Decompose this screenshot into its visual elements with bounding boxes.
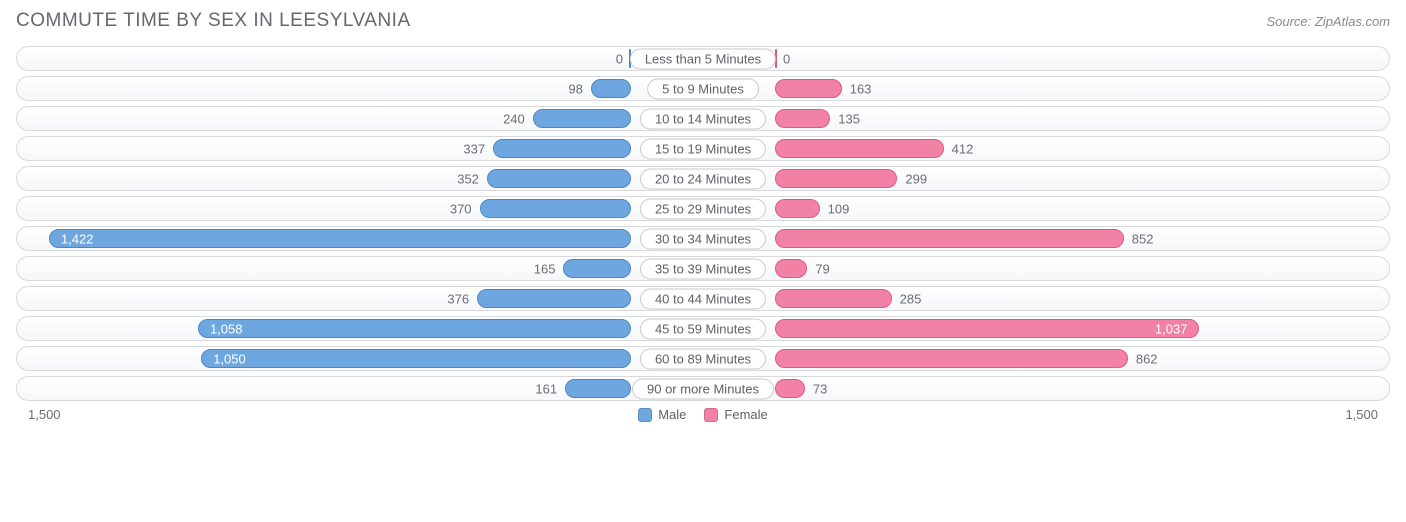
value-label-female: 285 bbox=[900, 291, 922, 306]
value-label-male: 240 bbox=[503, 111, 525, 126]
chart-row: 1,050 862 60 to 89 Minutes bbox=[16, 346, 1390, 371]
bar-male bbox=[493, 139, 631, 158]
value-label-male: 337 bbox=[463, 141, 485, 156]
bar-female bbox=[775, 259, 807, 278]
value-label-female: 852 bbox=[1132, 231, 1154, 246]
category-label: 15 to 19 Minutes bbox=[640, 138, 766, 159]
category-label: 20 to 24 Minutes bbox=[640, 168, 766, 189]
chart-row: 370 109 25 to 29 Minutes bbox=[16, 196, 1390, 221]
chart-row: 161 73 90 or more Minutes bbox=[16, 376, 1390, 401]
bar-female bbox=[775, 169, 897, 188]
category-label: Less than 5 Minutes bbox=[630, 48, 776, 69]
value-label-male: 352 bbox=[457, 171, 479, 186]
bar-female bbox=[775, 139, 944, 158]
bar-male bbox=[201, 349, 631, 368]
bar-male bbox=[480, 199, 631, 218]
bar-male bbox=[49, 229, 631, 248]
bar-male bbox=[591, 79, 631, 98]
bar-female bbox=[775, 379, 805, 398]
bar-female bbox=[775, 319, 1199, 338]
value-label-female: 73 bbox=[813, 381, 827, 396]
value-label-male: 98 bbox=[568, 81, 582, 96]
chart-row: 1,422 852 30 to 34 Minutes bbox=[16, 226, 1390, 251]
value-label-male: 370 bbox=[450, 201, 472, 216]
value-label-female: 412 bbox=[952, 141, 974, 156]
value-label-female: 862 bbox=[1136, 351, 1158, 366]
chart-row: 376 285 40 to 44 Minutes bbox=[16, 286, 1390, 311]
bar-female bbox=[775, 79, 842, 98]
legend-swatch-female bbox=[704, 408, 718, 422]
value-label-female: 0 bbox=[783, 51, 790, 66]
legend: Male Female bbox=[638, 407, 768, 422]
bar-male bbox=[477, 289, 631, 308]
category-label: 30 to 34 Minutes bbox=[640, 228, 766, 249]
bar-female bbox=[775, 109, 830, 128]
value-label-female: 163 bbox=[850, 81, 872, 96]
chart-source: Source: ZipAtlas.com bbox=[1266, 14, 1390, 29]
value-label-female: 79 bbox=[815, 261, 829, 276]
bar-male bbox=[563, 259, 631, 278]
value-label-male: 1,422 bbox=[61, 231, 94, 246]
chart-row: 98 163 5 to 9 Minutes bbox=[16, 76, 1390, 101]
value-label-female: 1,037 bbox=[1155, 321, 1188, 336]
value-label-male: 165 bbox=[534, 261, 556, 276]
category-label: 25 to 29 Minutes bbox=[640, 198, 766, 219]
butterfly-chart: 0 0 Less than 5 Minutes 98 163 5 to 9 Minutes… bbox=[16, 46, 1390, 401]
chart-header: COMMUTE TIME BY SEX IN LEESYLVANIA Sourc… bbox=[16, 10, 1390, 32]
category-label: 60 to 89 Minutes bbox=[640, 348, 766, 369]
axis-max-right: 1,500 bbox=[1345, 407, 1378, 422]
legend-swatch-male bbox=[638, 408, 652, 422]
legend-label-female: Female bbox=[724, 407, 767, 422]
bar-male bbox=[565, 379, 631, 398]
category-label: 5 to 9 Minutes bbox=[647, 78, 759, 99]
chart-row: 165 79 35 to 39 Minutes bbox=[16, 256, 1390, 281]
bar-male bbox=[533, 109, 631, 128]
value-label-female: 109 bbox=[828, 201, 850, 216]
bar-female bbox=[775, 199, 820, 218]
category-label: 40 to 44 Minutes bbox=[640, 288, 766, 309]
legend-label-male: Male bbox=[658, 407, 686, 422]
value-label-male: 376 bbox=[447, 291, 469, 306]
value-label-female: 135 bbox=[838, 111, 860, 126]
chart-footer: 1,500 Male Female 1,500 bbox=[16, 407, 1390, 422]
category-label: 10 to 14 Minutes bbox=[640, 108, 766, 129]
value-label-male: 1,058 bbox=[210, 321, 243, 336]
legend-item-male: Male bbox=[638, 407, 686, 422]
legend-item-female: Female bbox=[704, 407, 767, 422]
category-label: 90 or more Minutes bbox=[632, 378, 774, 399]
bar-female bbox=[775, 349, 1128, 368]
value-label-male: 1,050 bbox=[213, 351, 246, 366]
chart-row: 337 412 15 to 19 Minutes bbox=[16, 136, 1390, 161]
value-label-male: 161 bbox=[535, 381, 557, 396]
value-label-male: 0 bbox=[616, 51, 623, 66]
bar-male bbox=[487, 169, 631, 188]
axis-max-left: 1,500 bbox=[28, 407, 61, 422]
chart-row: 0 0 Less than 5 Minutes bbox=[16, 46, 1390, 71]
chart-row: 240 135 10 to 14 Minutes bbox=[16, 106, 1390, 131]
value-label-female: 299 bbox=[905, 171, 927, 186]
bar-female bbox=[775, 229, 1124, 248]
bar-male bbox=[198, 319, 631, 338]
chart-row: 352 299 20 to 24 Minutes bbox=[16, 166, 1390, 191]
category-label: 35 to 39 Minutes bbox=[640, 258, 766, 279]
chart-row: 1,058 1,037 45 to 59 Minutes bbox=[16, 316, 1390, 341]
bar-female bbox=[775, 289, 892, 308]
chart-title: COMMUTE TIME BY SEX IN LEESYLVANIA bbox=[16, 10, 411, 32]
category-label: 45 to 59 Minutes bbox=[640, 318, 766, 339]
